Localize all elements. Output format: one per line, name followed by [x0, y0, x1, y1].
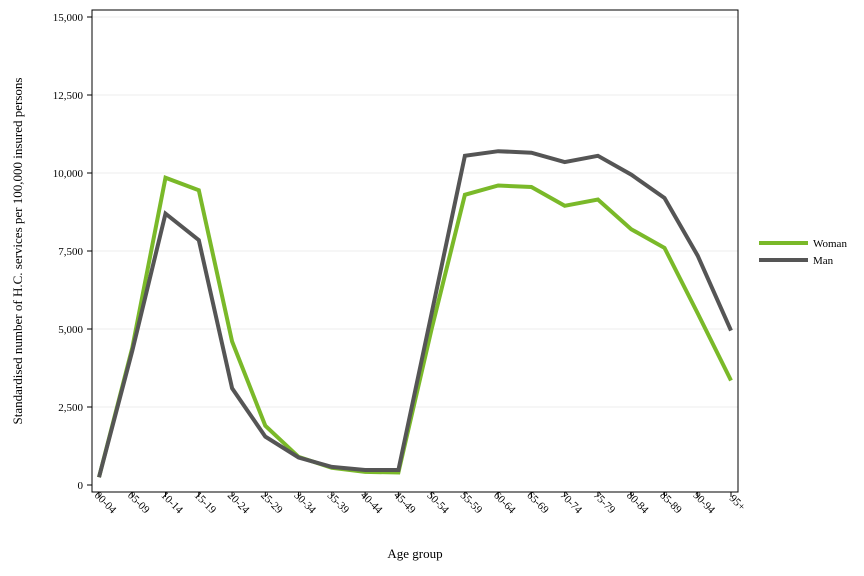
y-tick-label: 10,000 [53, 168, 84, 180]
x-tick-label: 30-34 [291, 490, 318, 517]
y-tick-label: 5,000 [58, 324, 83, 336]
x-tick-label: 55-59 [458, 490, 485, 517]
series-line-man [97, 149, 733, 478]
x-tick-label: 40-44 [358, 490, 385, 517]
x-tick-label: 80-84 [624, 490, 651, 517]
y-tick-label: 7,500 [58, 246, 83, 258]
x-tick-label: 90-94 [691, 490, 718, 517]
y-tick-label: 2,500 [58, 402, 83, 414]
x-tick-label: 05-09 [125, 490, 152, 517]
x-tick-label: 25-29 [258, 490, 285, 517]
y-axis: 0 2,500 5,000 7,500 10,000 12,500 15,000 [53, 12, 92, 492]
x-tick-label: 00-04 [92, 490, 119, 517]
x-tick-label: 15-19 [192, 490, 219, 517]
x-axis: 00-04 05-09 10-14 15-19 20-24 25-29 30-34 35-39… [92, 490, 748, 517]
legend-label-man: Man [813, 255, 834, 267]
x-tick-label: 75-79 [591, 490, 618, 517]
grid [92, 16, 738, 408]
x-axis-title: Age group [387, 546, 442, 561]
x-tick-label: 60-64 [491, 490, 518, 517]
x-tick-label: 50-54 [424, 490, 451, 517]
x-tick-label: 85-89 [657, 490, 684, 517]
series-line-woman [97, 174, 733, 478]
x-tick-label: 70-74 [557, 490, 584, 517]
x-tick-label: 95+ [727, 493, 748, 514]
series-lines [97, 149, 733, 478]
legend-label-woman: Woman [813, 238, 847, 250]
y-tick-label: 0 [78, 480, 84, 492]
x-tick-label: 20-24 [225, 490, 252, 517]
x-tick-label: 65-69 [524, 490, 551, 517]
x-tick-label: 45-49 [391, 490, 418, 517]
x-tick-label: 35-39 [325, 490, 352, 517]
y-tick-label: 15,000 [53, 12, 84, 24]
y-tick-label: 12,500 [53, 90, 84, 102]
legend: Woman Man [759, 238, 847, 267]
y-axis-title: Standardised number of H.C. services per… [10, 78, 25, 425]
x-tick-label: 10-14 [158, 490, 185, 517]
